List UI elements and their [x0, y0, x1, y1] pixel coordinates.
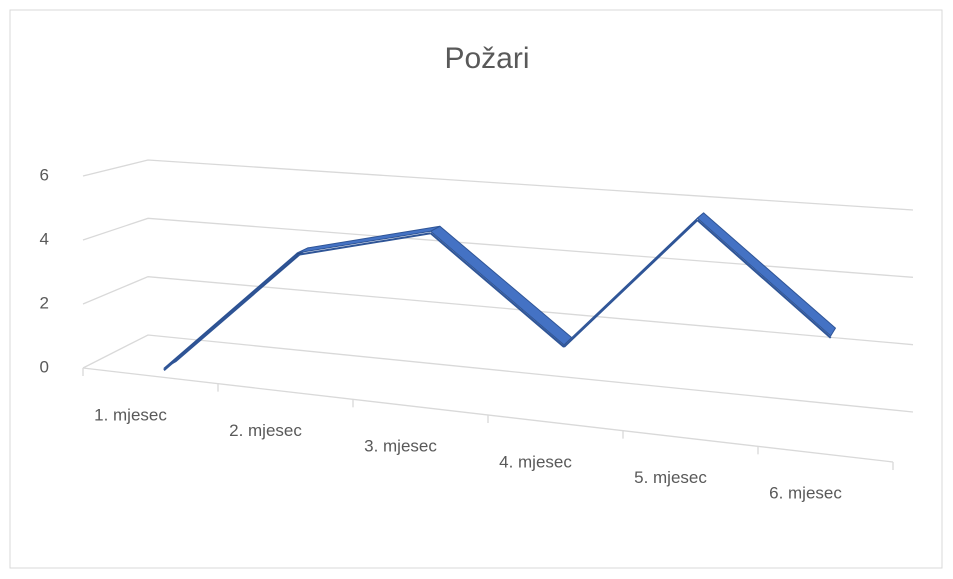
x-tick-label: 2. mjesec: [229, 421, 302, 440]
ribbon-edge: [696, 219, 832, 339]
y-tick-label: 6: [40, 165, 49, 184]
x-tick-label: 6. mjesec: [769, 484, 842, 503]
x-tick-label: 3. mjesec: [364, 437, 437, 456]
ribbon-edge: [563, 219, 699, 348]
ribbon-edge: [163, 254, 298, 372]
grid-line: [82, 159, 914, 211]
y-tick-label: 2: [40, 293, 49, 312]
y-tick-label: 4: [40, 229, 49, 248]
ribbon-edge: [430, 232, 565, 348]
grid-line: [82, 334, 914, 413]
x-tick-label: 4. mjesec: [499, 452, 572, 471]
ribbon-edge: [297, 232, 431, 256]
x-tick-label: 1. mjesec: [94, 405, 167, 424]
ribbon-segment: [696, 212, 836, 337]
x-tick-label: 5. mjesec: [634, 468, 707, 487]
chart-title: Požari: [444, 42, 529, 75]
grid-line: [82, 276, 914, 346]
y-tick-label: 0: [40, 357, 49, 376]
